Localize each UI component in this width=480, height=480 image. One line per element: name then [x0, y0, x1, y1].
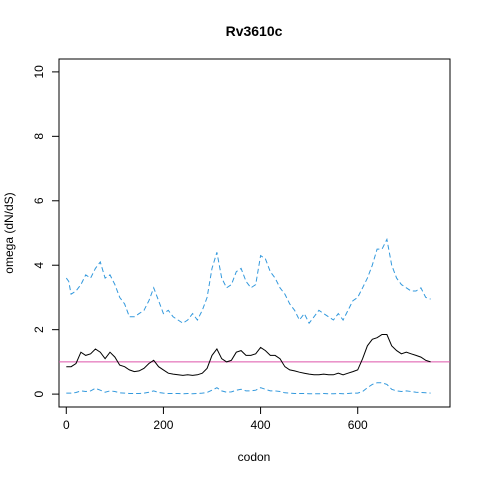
chart-title: Rv3610c	[226, 23, 283, 39]
y-axis-label: omega (dN/dS)	[2, 192, 16, 273]
y-tick-label: 8	[32, 133, 46, 140]
x-axis: 0 200 400 600	[63, 406, 368, 432]
x-axis-label: codon	[238, 450, 271, 464]
x-tick-label: 0	[63, 418, 70, 432]
series-line-lower	[66, 382, 431, 395]
series-line-upper	[65, 237, 431, 325]
x-tick-label: 200	[153, 418, 173, 432]
plot-frame	[58, 58, 451, 408]
y-tick-label: 6	[32, 197, 46, 204]
x-tick-label: 400	[251, 418, 271, 432]
y-axis: 0 2 4 6 8 10	[32, 65, 60, 397]
y-tick-label: 0	[32, 390, 46, 397]
y-tick-label: 2	[32, 326, 46, 333]
y-tick-label: 10	[32, 65, 46, 79]
series-layer	[65, 237, 431, 395]
y-tick-label: 4	[32, 262, 46, 269]
series-line-estimate	[66, 334, 431, 376]
x-tick-label: 600	[348, 418, 368, 432]
